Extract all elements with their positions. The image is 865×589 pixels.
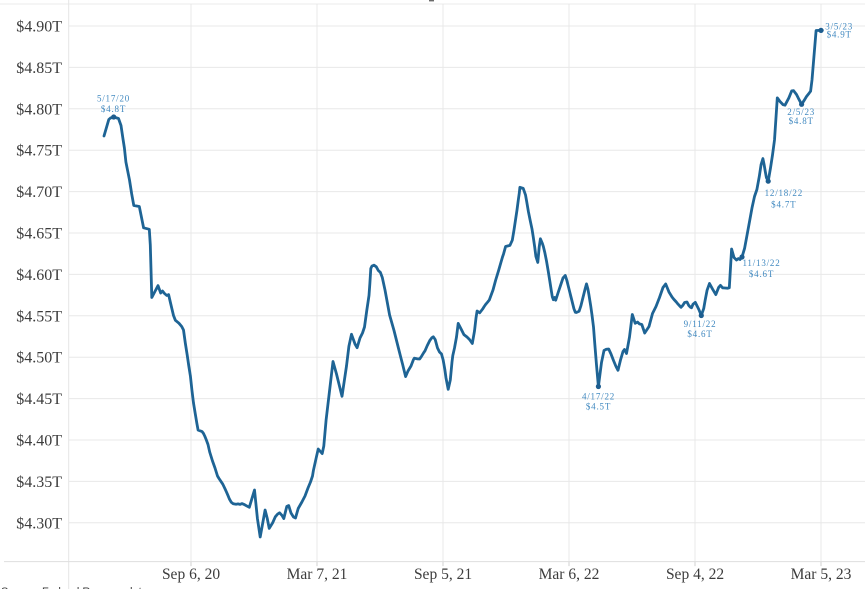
svg-text:$4.6T: $4.6T bbox=[749, 269, 774, 279]
svg-text:Sep 4, 22: Sep 4, 22 bbox=[666, 566, 724, 583]
svg-text:$4.75T: $4.75T bbox=[16, 143, 62, 160]
svg-text:$4.30T: $4.30T bbox=[16, 515, 62, 532]
svg-text:Mar 6, 22: Mar 6, 22 bbox=[539, 566, 600, 583]
svg-text:Source: Federal Reserve data: Source: Federal Reserve data bbox=[1, 586, 149, 589]
svg-text:Sep 6, 20: Sep 6, 20 bbox=[162, 566, 220, 583]
svg-text:$4.45T: $4.45T bbox=[16, 391, 62, 408]
svg-text:$4.6T: $4.6T bbox=[687, 329, 712, 339]
svg-text:Mar 5, 23: Mar 5, 23 bbox=[791, 566, 852, 583]
svg-text:$4.8T: $4.8T bbox=[101, 104, 126, 114]
svg-text:$4.7T: $4.7T bbox=[771, 200, 796, 210]
svg-text:2/5/23: 2/5/23 bbox=[787, 107, 815, 117]
svg-text:$4.70T: $4.70T bbox=[16, 184, 62, 201]
svg-text:$4.60T: $4.60T bbox=[16, 267, 62, 284]
svg-text:$4.55T: $4.55T bbox=[16, 308, 62, 325]
svg-text:$4.35T: $4.35T bbox=[16, 474, 62, 491]
svg-text:$4.85T: $4.85T bbox=[16, 60, 62, 77]
svg-text:9/11/22: 9/11/22 bbox=[684, 319, 717, 329]
svg-text:$4.40T: $4.40T bbox=[16, 433, 62, 450]
svg-text:$4.5T: $4.5T bbox=[586, 402, 611, 412]
svg-text:$4.50T: $4.50T bbox=[16, 350, 62, 367]
svg-text:Mar 7, 21: Mar 7, 21 bbox=[287, 566, 348, 583]
svg-text:$4.9T: $4.9T bbox=[827, 30, 852, 40]
svg-text:$4.80T: $4.80T bbox=[16, 101, 62, 118]
svg-text:3/5/23: 3/5/23 bbox=[825, 22, 853, 32]
svg-text:11/13/22: 11/13/22 bbox=[742, 258, 780, 268]
svg-text:$4.8T: $4.8T bbox=[789, 116, 814, 126]
svg-text:12/18/22: 12/18/22 bbox=[765, 188, 803, 198]
svg-text:4/17/22: 4/17/22 bbox=[582, 392, 615, 402]
svg-text:$4.90T: $4.90T bbox=[16, 19, 62, 36]
svg-text:$4.65T: $4.65T bbox=[16, 226, 62, 243]
svg-text:Sep 5, 21: Sep 5, 21 bbox=[414, 566, 472, 583]
svg-text:5/17/20: 5/17/20 bbox=[97, 94, 130, 104]
